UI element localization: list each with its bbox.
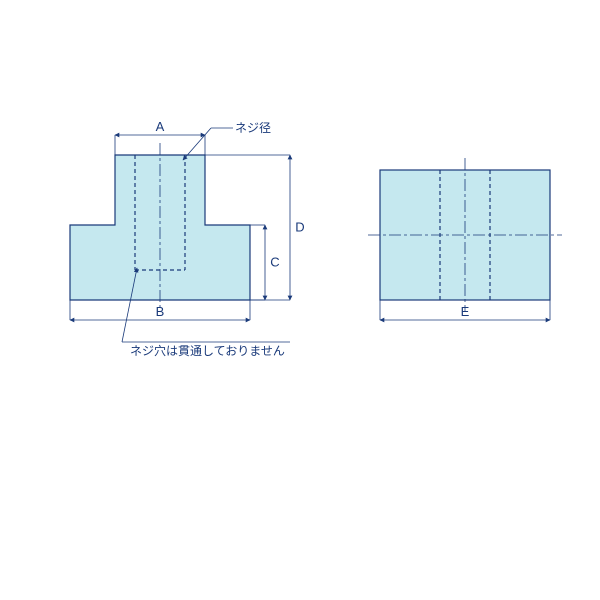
annotation-thread-dia: ネジ径	[235, 121, 271, 135]
technical-drawing: A B C D ネジ径ネジ穴は貫通しておりません E	[0, 0, 600, 600]
dim-label-D: D	[295, 220, 304, 235]
dim-label-A: A	[156, 119, 165, 134]
annotation-not-through: ネジ穴は貫通しておりません	[130, 343, 285, 358]
dim-label-E: E	[461, 304, 470, 319]
dim-label-C: C	[270, 255, 279, 270]
dim-label-B: B	[156, 304, 165, 319]
